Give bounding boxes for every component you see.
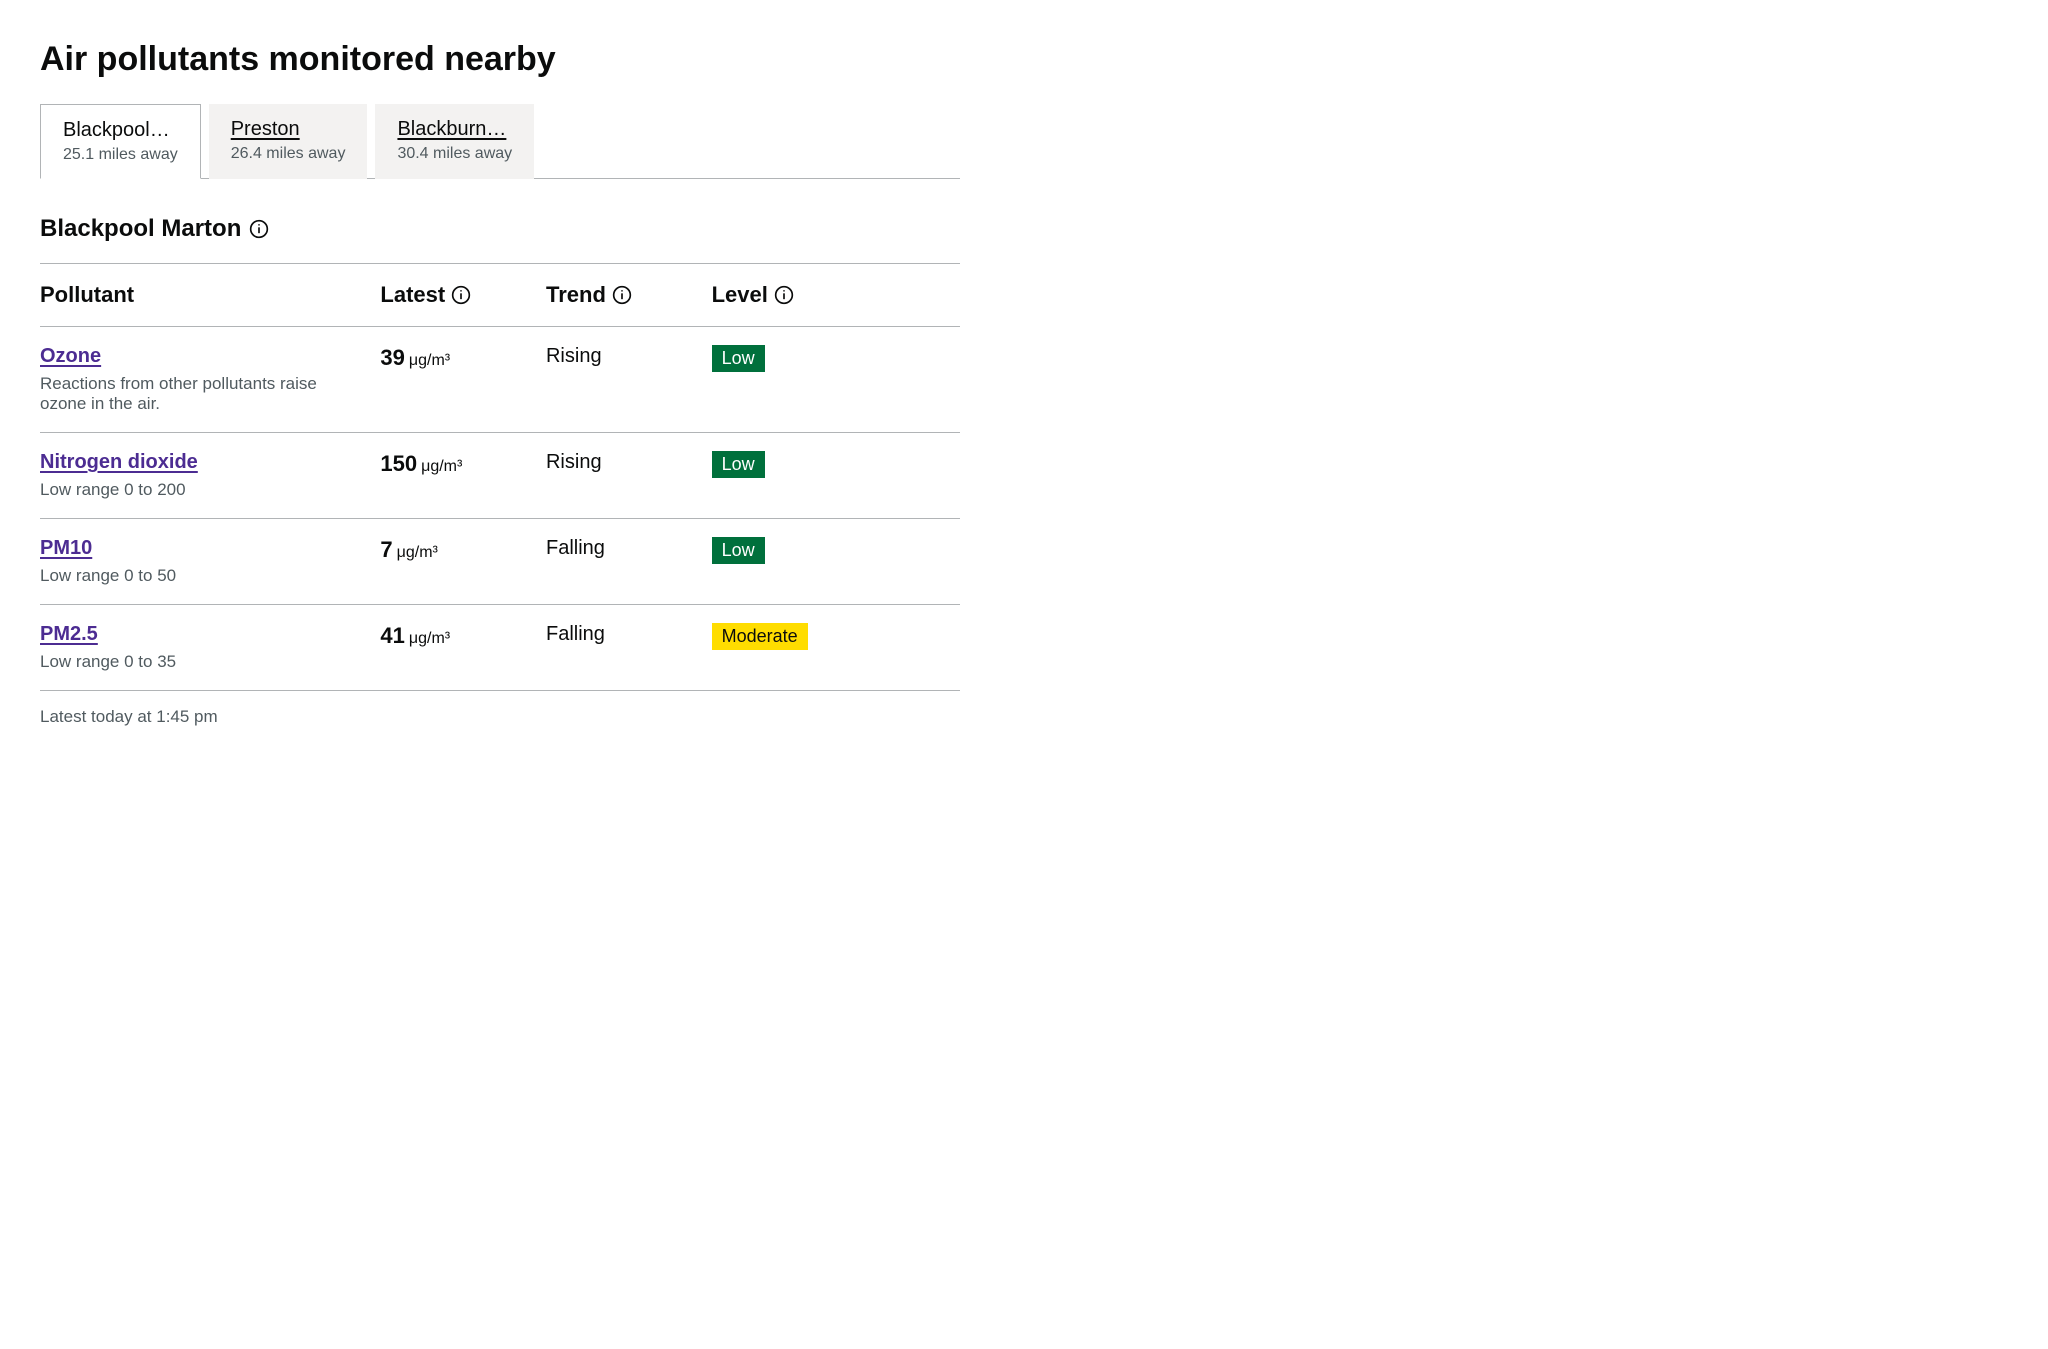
tab-distance: 25.1 miles away: [63, 146, 178, 164]
pollutant-link[interactable]: PM2.5: [40, 623, 370, 646]
latest-value: 7: [380, 537, 392, 562]
pollutant-link[interactable]: PM10: [40, 537, 370, 560]
pollutant-desc: Low range 0 to 50: [40, 566, 340, 586]
pollutants-table: Pollutant Latest Trend: [40, 263, 960, 691]
station-heading: Blackpool Marton: [40, 215, 960, 243]
info-icon[interactable]: [451, 285, 471, 305]
pollutant-link[interactable]: Ozone: [40, 345, 370, 368]
tab-label: Blackpool…: [63, 119, 178, 142]
level-cell: Low: [712, 433, 960, 519]
header-pollutant-label: Pollutant: [40, 282, 134, 308]
header-trend: Trend: [546, 264, 712, 327]
trend-value: Falling: [546, 537, 605, 559]
pollutant-desc: Low range 0 to 200: [40, 480, 340, 500]
pollutant-cell: PM10 Low range 0 to 50: [40, 519, 380, 605]
trend-cell: Rising: [546, 327, 712, 433]
tab-station-0[interactable]: Blackpool… 25.1 miles away: [40, 104, 201, 179]
level-badge: Moderate: [712, 623, 808, 650]
trend-cell: Falling: [546, 605, 712, 691]
table-row: Nitrogen dioxide Low range 0 to 200 150μg/…: [40, 433, 960, 519]
level-badge: Low: [712, 537, 765, 564]
level-cell: Low: [712, 519, 960, 605]
trend-cell: Rising: [546, 433, 712, 519]
station-tabs: Blackpool… 25.1 miles away Preston 26.4 mil…: [40, 103, 960, 179]
tab-distance: 30.4 miles away: [397, 145, 512, 163]
level-badge: Low: [712, 451, 765, 478]
tab-distance: 26.4 miles away: [231, 145, 346, 163]
pollutant-cell: Nitrogen dioxide Low range 0 to 200: [40, 433, 380, 519]
footnote: Latest today at 1:45 pm: [40, 707, 960, 727]
latest-cell: 39 μg/m³: [380, 327, 546, 433]
latest-value: 39: [380, 345, 404, 370]
header-latest-label: Latest: [380, 282, 445, 308]
trend-value: Rising: [546, 451, 602, 473]
trend-value: Falling: [546, 623, 605, 645]
level-cell: Moderate: [712, 605, 960, 691]
pollutant-cell: PM2.5 Low range 0 to 35: [40, 605, 380, 691]
trend-cell: Falling: [546, 519, 712, 605]
latest-unit: μg/m³: [397, 544, 438, 561]
header-level: Level: [712, 264, 960, 327]
tab-label: Preston: [231, 118, 346, 141]
tab-station-2[interactable]: Blackburn… 30.4 miles away: [375, 104, 534, 179]
latest-cell: 150μg/m³: [380, 433, 546, 519]
pollutant-desc: Reactions from other pollutants raise oz…: [40, 374, 340, 414]
latest-value: 41: [380, 623, 404, 648]
pollutant-link[interactable]: Nitrogen dioxide: [40, 451, 370, 474]
latest-cell: 7 μg/m³: [380, 519, 546, 605]
table-row: Ozone Reactions from other pollutants rai…: [40, 327, 960, 433]
latest-unit: μg/m³: [409, 352, 450, 369]
station-name: Blackpool Marton: [40, 215, 241, 243]
latest-unit: μg/m³: [409, 630, 450, 647]
header-latest: Latest: [380, 264, 546, 327]
tab-label: Blackburn…: [397, 118, 512, 141]
header-trend-label: Trend: [546, 282, 606, 308]
tab-station-1[interactable]: Preston 26.4 miles away: [209, 104, 368, 179]
info-icon[interactable]: [612, 285, 632, 305]
latest-value: 150: [380, 451, 417, 476]
level-cell: Low: [712, 327, 960, 433]
info-icon[interactable]: [249, 219, 269, 239]
info-icon[interactable]: [774, 285, 794, 305]
header-pollutant: Pollutant: [40, 264, 380, 327]
latest-cell: 41 μg/m³: [380, 605, 546, 691]
trend-value: Rising: [546, 345, 602, 367]
pollutant-desc: Low range 0 to 35: [40, 652, 340, 672]
table-row: PM2.5 Low range 0 to 35 41 μg/m³ Falling Mode…: [40, 605, 960, 691]
table-row: PM10 Low range 0 to 50 7 μg/m³ Falling Low: [40, 519, 960, 605]
latest-unit: μg/m³: [421, 458, 462, 475]
page-title: Air pollutants monitored nearby: [40, 40, 960, 79]
header-level-label: Level: [712, 282, 768, 308]
level-badge: Low: [712, 345, 765, 372]
pollutant-cell: Ozone Reactions from other pollutants rai…: [40, 327, 380, 433]
